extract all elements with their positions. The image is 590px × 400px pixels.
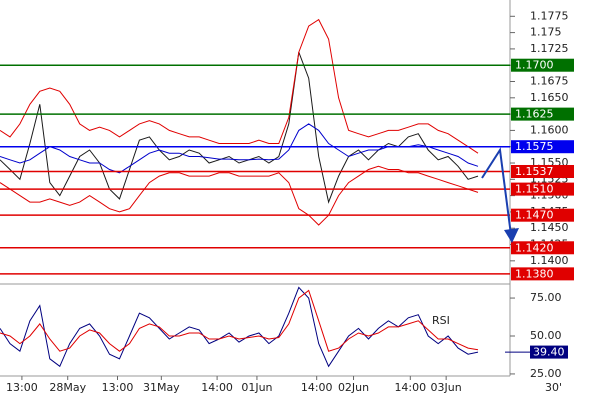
x-tick-label: 28May [49, 381, 86, 394]
x-tick-label: 13:00 [102, 381, 134, 394]
level-label-box [511, 182, 574, 196]
level-label-box [511, 267, 574, 281]
value-label: 39.40 [533, 346, 565, 359]
y-tick-label: 1.1725 [530, 42, 569, 55]
level-label: 1.1625 [515, 108, 554, 121]
level-label: 1.1700 [515, 59, 554, 72]
level-label-box [511, 164, 574, 178]
x-tick-label: 03Jun [431, 381, 462, 394]
y-tick-label: 1.1600 [530, 123, 569, 136]
series-line [0, 289, 479, 352]
level-label-box [511, 208, 574, 222]
y-tick-label: 1.1450 [530, 221, 569, 234]
level-label: 1.1537 [515, 165, 554, 178]
x-tick-label: 14:00 [201, 381, 233, 394]
level-label: 1.1575 [515, 140, 554, 153]
series-line [0, 165, 479, 226]
timeframe-label: 30' [545, 381, 562, 394]
y-tick-label: 1.1400 [530, 254, 569, 267]
forecast-arrow [481, 147, 519, 243]
y-tick-label: 1.1650 [530, 91, 569, 104]
y-tick-label: 1.1675 [530, 75, 569, 88]
x-tick-label: 02Jun [338, 381, 369, 394]
value-box [530, 345, 568, 359]
x-tick-label: 13:00 [6, 381, 38, 394]
level-label-box [511, 58, 574, 72]
level-label: 1.1420 [515, 241, 554, 254]
panel-title: RSI [432, 314, 450, 327]
series-line [0, 18, 479, 154]
level-label-box [511, 107, 574, 121]
x-tick-label: 01Jun [241, 381, 272, 394]
x-tick-label: 31May [143, 381, 180, 394]
y-tick-label: 75.00 [530, 291, 562, 304]
level-label-box [511, 140, 574, 154]
x-tick-label: 14:00 [301, 381, 333, 394]
y-tick-label: 1.175 [530, 26, 562, 39]
level-label: 1.1470 [515, 209, 554, 222]
level-label-box [511, 241, 574, 255]
y-tick-label: 1.1775 [530, 9, 569, 22]
level-label: 1.1380 [515, 267, 554, 280]
y-tick-label: 50.00 [530, 329, 562, 342]
level-label: 1.1510 [515, 183, 554, 196]
x-tick-label: 14:00 [394, 381, 426, 394]
y-tick-label: 25.00 [530, 367, 562, 380]
